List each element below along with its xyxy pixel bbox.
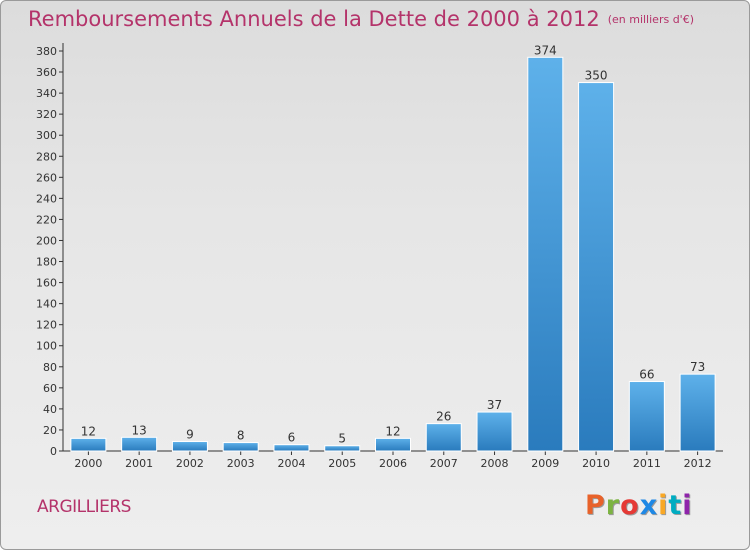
x-tick-label: 2006: [379, 457, 407, 470]
y-tick-label: 200: [36, 234, 57, 247]
proxiti-logo: Proxiti: [585, 490, 693, 521]
y-tick-label: 340: [36, 87, 57, 100]
x-tick-label: 2001: [125, 457, 153, 470]
bar-2004: [273, 444, 310, 452]
x-tick-label: 2003: [227, 457, 255, 470]
logo-letter: P: [585, 490, 606, 521]
data-labels: 12 13 9 8 6 5 12 26 37 374 350 66 73: [81, 43, 706, 445]
bar-2011: [628, 381, 665, 452]
data-label-2006: 12: [385, 424, 400, 438]
x-tick-label: 2010: [582, 457, 610, 470]
y-tick-label: 120: [36, 319, 57, 332]
y-tick-label: 40: [43, 403, 57, 416]
data-label-2011: 66: [639, 368, 654, 382]
logo-letter: x: [639, 490, 659, 521]
x-tick-label: 2007: [430, 457, 458, 470]
y-tick-label: 360: [36, 66, 57, 79]
bar-2012: [679, 373, 716, 452]
logo-letter: o: [620, 490, 640, 521]
y-tick-label: 380: [36, 45, 57, 58]
bar-2003: [222, 442, 259, 452]
bars: [70, 56, 716, 452]
y-tick-label: 240: [36, 192, 57, 205]
x-tick-label: 2000: [74, 457, 102, 470]
y-tick-label: 140: [36, 298, 57, 311]
data-label-2004: 6: [288, 431, 296, 445]
data-label-2009: 374: [534, 43, 557, 57]
logo-letter: i: [682, 490, 693, 521]
x-tick-label: 2005: [328, 457, 356, 470]
chart-title: Remboursements Annuels de la Dette de 20…: [28, 7, 694, 31]
y-tick-label: 0: [50, 445, 57, 458]
chart-title-text: Remboursements Annuels de la Dette de 20…: [28, 7, 600, 31]
y-tick-label: 280: [36, 150, 57, 163]
x-tick-label: 2009: [531, 457, 559, 470]
y-tick-label: 320: [36, 108, 57, 121]
y-tick-label: 260: [36, 171, 57, 184]
logo-letter: r: [605, 490, 621, 521]
y-tick-label: 180: [36, 256, 57, 269]
commune-name: ARGILLIERS: [37, 497, 131, 517]
y-tick-label: 80: [43, 361, 57, 374]
y-tick-label: 60: [43, 382, 57, 395]
y-tick-label: 300: [36, 129, 57, 142]
x-tick-label: 2004: [277, 457, 305, 470]
bar-2001: [121, 436, 158, 452]
y-axis: 0 20 40 60 80 100 120 140 160 180 200 220 240 260 280 3…: [36, 43, 64, 458]
logo-letter: i: [658, 490, 669, 521]
data-label-2012: 73: [690, 360, 705, 374]
x-tick-label: 2011: [633, 457, 661, 470]
bar-2008: [476, 411, 513, 452]
x-axis: 2000 2001 2002 2003 2004 2005 2006 2007 2008 2009…: [63, 450, 723, 470]
x-tick-label: 2012: [684, 457, 712, 470]
y-tick-label: 220: [36, 213, 57, 226]
y-tick-label: 160: [36, 277, 57, 290]
logo-letter: t: [668, 490, 683, 521]
data-label-2000: 12: [81, 424, 96, 438]
data-label-2005: 5: [338, 432, 346, 446]
y-tick-label: 100: [36, 340, 57, 353]
data-label-2010: 350: [585, 69, 608, 83]
data-label-2008: 37: [487, 398, 502, 412]
bar-2009: [527, 56, 564, 452]
chart-subtitle: (en milliers d'€): [607, 13, 694, 26]
bar-2010: [578, 82, 615, 452]
data-label-2003: 8: [237, 429, 245, 443]
bar-2005: [324, 445, 361, 452]
data-label-2002: 9: [186, 428, 194, 442]
bar-2007: [425, 423, 462, 452]
x-tick-label: 2002: [176, 457, 204, 470]
bar-2000: [70, 437, 107, 452]
x-tick-label: 2008: [481, 457, 509, 470]
y-tick-label: 20: [43, 424, 57, 437]
bar-2006: [375, 437, 411, 452]
data-label-2007: 26: [436, 410, 451, 424]
data-label-2001: 13: [132, 423, 147, 437]
bar-2002: [171, 441, 208, 452]
